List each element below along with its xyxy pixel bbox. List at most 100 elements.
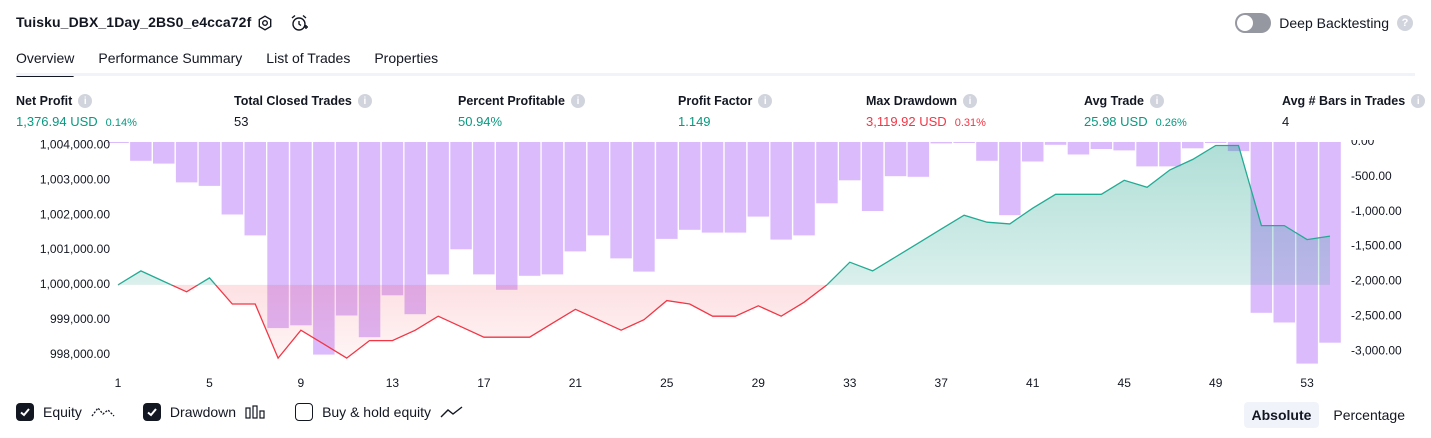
drawdown-bar [290, 142, 312, 326]
drawdown-bar [496, 142, 518, 290]
legend-equity[interactable]: Equity [16, 403, 115, 421]
y-tick-label: -3,000.00 [1351, 343, 1402, 357]
drawdown-bar [335, 142, 358, 316]
y-tick-label: 0.00 [1351, 140, 1375, 148]
tab-list-of-trades[interactable]: List of Trades [266, 50, 351, 66]
tab-performance-summary[interactable]: Performance Summary [98, 50, 243, 66]
y-tick-label: -500.00 [1351, 169, 1392, 183]
drawdown-checkbox[interactable] [142, 403, 161, 421]
info-icon[interactable]: i [1411, 94, 1426, 108]
y-tick-label: 1,000,000.00 [40, 277, 110, 291]
drawdown-bar [244, 142, 266, 236]
stat-label: Total Closed Trades [234, 94, 352, 108]
stat-percent: 0.26% [1155, 117, 1187, 129]
drawdown-bar [976, 142, 998, 161]
info-icon[interactable]: i [758, 94, 773, 108]
drawdown-bar [999, 142, 1021, 216]
tab-bar: Overview Performance Summary List of Tra… [16, 46, 439, 77]
drawdown-bar [1067, 142, 1090, 155]
drawdown-bar [198, 142, 221, 186]
drawdown-bar [930, 142, 952, 144]
info-icon[interactable]: i [963, 94, 977, 108]
info-icon[interactable]: i [1149, 94, 1164, 108]
x-axis: 1 5 9 13 17 21 25 29 33 37 41 45 49 53 [115, 376, 1314, 390]
drawdown-label: Drawdown [169, 404, 237, 420]
equity-area-negative [118, 284, 1330, 359]
x-tick-label: 49 [1209, 376, 1223, 390]
chart-legend: Equity Drawdown Buy & hold equity [16, 403, 492, 421]
drawdown-bar [1044, 142, 1067, 145]
stat-label: Avg # Bars in Trades [1282, 94, 1406, 108]
info-icon[interactable]: i [78, 94, 93, 108]
x-tick-label: 37 [935, 376, 949, 390]
drawdown-bar [153, 142, 175, 164]
buy-hold-checkbox[interactable] [295, 403, 314, 421]
stat-avg-bars-in-trades: Avg # Bars in Trades i 4 [1282, 94, 1426, 129]
stat-value: 1.149 [678, 114, 711, 129]
drawdown-bar [381, 142, 404, 296]
drawdown-bar [861, 142, 884, 211]
display-mode-switch: Absolute Percentage [1243, 402, 1414, 428]
drawdown-bar [1182, 142, 1204, 149]
stat-label: Avg Trade [1084, 94, 1144, 108]
stat-label: Profit Factor [678, 94, 753, 108]
stat-label: Max Drawdown [866, 94, 957, 108]
x-tick-label: 9 [298, 376, 305, 390]
drawdown-bar [130, 142, 152, 161]
legend-drawdown[interactable]: Drawdown [142, 403, 267, 421]
drawdown-bar [1159, 142, 1181, 167]
strategy-title: Tuisku_DBX_1Day_2BS0_e4cca72f [16, 14, 252, 30]
drawdown-bar [1090, 142, 1113, 149]
drawdown-bar [770, 142, 792, 240]
drawdown-bar [564, 142, 587, 252]
settings-icon[interactable] [254, 12, 276, 34]
drawdown-bar [656, 142, 678, 239]
bar-chart-icon [245, 405, 265, 419]
x-tick-label: 45 [1118, 376, 1132, 390]
info-icon[interactable]: i [357, 94, 372, 108]
y-tick-label: -1,500.00 [1351, 239, 1402, 253]
info-icon[interactable]: i [570, 94, 585, 108]
drawdown-bar [747, 142, 770, 217]
equity-drawdown-chart[interactable]: 1,004,000.00 1,003,000.00 1,002,000.00 1,00… [0, 140, 1431, 396]
drawdown-bar [1113, 142, 1135, 151]
tab-overview[interactable]: Overview [16, 46, 75, 77]
y-tick-label: 1,001,000.00 [40, 242, 110, 256]
drawdown-bar [1319, 142, 1341, 343]
deep-backtesting-label: Deep Backtesting [1279, 15, 1389, 31]
stat-value: 1,376.94 USD [16, 114, 98, 129]
drawdown-bar [793, 142, 815, 236]
stat-total-closed-trades: Total Closed Trades i 53 [234, 94, 372, 129]
x-tick-label: 5 [206, 376, 213, 390]
stat-value: 4 [1282, 114, 1290, 129]
stat-value: 53 [234, 114, 249, 129]
absolute-button[interactable]: Absolute [1243, 402, 1320, 428]
stat-net-profit: Net Profit i 1,376.94 USD 0.14% [16, 94, 137, 129]
help-icon[interactable]: ? [1397, 15, 1413, 31]
legend-buy-hold[interactable]: Buy & hold equity [295, 403, 464, 421]
deep-backtesting-toggle[interactable] [1235, 13, 1272, 33]
y-tick-label: 1,002,000.00 [40, 207, 110, 221]
x-tick-label: 17 [477, 376, 491, 390]
drawdown-bar [610, 142, 632, 259]
x-tick-label: 41 [1026, 376, 1040, 390]
drawdown-bar [1136, 142, 1158, 167]
drawdown-bar [953, 142, 975, 143]
percentage-button[interactable]: Percentage [1333, 407, 1405, 423]
alarm-clock-icon[interactable] [288, 12, 310, 34]
drawdown-bar [107, 142, 129, 143]
x-tick-label: 1 [115, 376, 122, 390]
drawdown-bar [267, 142, 289, 329]
equity-checkbox[interactable] [16, 403, 34, 421]
equity-line-negative [117, 284, 828, 360]
equity-area-positive [118, 145, 1330, 285]
drawdown-bar [701, 142, 724, 233]
tab-properties[interactable]: Properties [374, 50, 439, 66]
x-tick-label: 21 [569, 376, 583, 390]
drawdown-bar [907, 142, 930, 177]
y-axis-right: 0.00 -500.00 -1,000.00 -1,500.00 -2,000.00 -2… [1351, 140, 1402, 357]
stat-value: 25.98 USD [1084, 114, 1148, 129]
y-tick-label: 999,000.00 [50, 312, 110, 326]
drawdown-bar [450, 142, 472, 250]
stat-avg-trade: Avg Trade i 25.98 USD 0.26% [1084, 94, 1187, 129]
